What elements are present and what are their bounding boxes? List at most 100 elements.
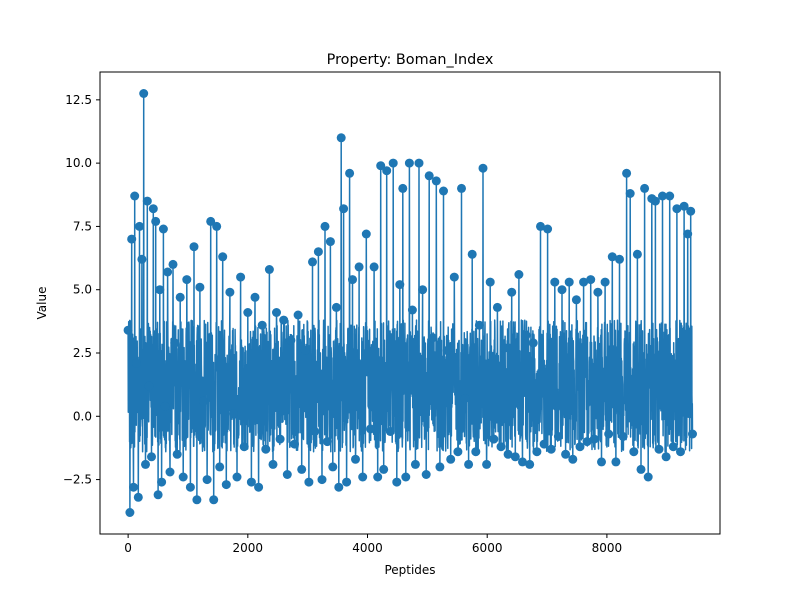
data-point xyxy=(129,482,138,492)
data-point xyxy=(424,171,434,181)
data-point xyxy=(528,338,538,348)
data-point xyxy=(439,186,448,196)
data-point xyxy=(331,302,341,312)
data-point xyxy=(539,439,549,449)
data-point xyxy=(264,265,274,274)
data-point xyxy=(317,475,327,485)
data-point xyxy=(643,472,653,482)
data-point xyxy=(376,161,386,171)
data-point xyxy=(325,237,335,247)
x-tick-label: 6000 xyxy=(472,541,503,555)
data-point xyxy=(178,472,188,482)
data-point xyxy=(168,259,178,269)
data-point xyxy=(189,242,199,252)
data-point xyxy=(137,254,147,264)
data-point xyxy=(407,305,417,315)
data-point xyxy=(254,482,264,492)
data-point xyxy=(351,454,360,464)
data-point xyxy=(147,452,156,462)
y-tick-label: 5.0 xyxy=(73,283,92,297)
data-point xyxy=(358,472,368,482)
data-point xyxy=(435,462,445,472)
data-point xyxy=(418,285,428,295)
data-point xyxy=(474,320,484,330)
data-point xyxy=(489,434,499,444)
data-point xyxy=(622,168,632,178)
data-point xyxy=(261,444,271,454)
data-point xyxy=(163,267,173,277)
data-point xyxy=(518,457,527,467)
data-point xyxy=(215,462,225,472)
data-point xyxy=(532,447,542,457)
data-point xyxy=(457,183,466,193)
data-point xyxy=(232,472,242,482)
data-point xyxy=(125,508,135,517)
data-point xyxy=(589,434,599,444)
data-point xyxy=(290,439,299,449)
data-point xyxy=(199,396,208,406)
data-point xyxy=(661,452,671,462)
data-point xyxy=(503,449,513,459)
data-point xyxy=(348,275,357,285)
data-point xyxy=(243,308,253,317)
data-point xyxy=(625,189,635,198)
data-point xyxy=(392,477,402,487)
data-point xyxy=(460,394,470,404)
data-point xyxy=(366,424,375,434)
x-tick-label: 8000 xyxy=(592,541,623,555)
data-point xyxy=(322,437,332,447)
data-point xyxy=(160,401,170,411)
data-point xyxy=(342,477,352,487)
data-point xyxy=(395,280,405,290)
data-point xyxy=(158,224,168,234)
y-tick-label: 0.0 xyxy=(73,409,92,423)
plot-layer xyxy=(123,89,697,517)
y-axis-ticks: −2.5 0.0 2.5 5.0 7.5 10.0 12.5 xyxy=(63,93,100,487)
data-point xyxy=(229,409,238,419)
data-point xyxy=(568,454,578,464)
data-point xyxy=(485,277,495,287)
data-point xyxy=(304,477,314,487)
data-point xyxy=(236,272,246,282)
data-point xyxy=(575,442,585,452)
data-point xyxy=(151,216,161,226)
data-point xyxy=(130,191,140,201)
y-axis-label: Value xyxy=(35,287,49,320)
x-tick-label: 0 xyxy=(124,541,132,555)
data-point xyxy=(139,89,149,98)
data-point xyxy=(334,482,344,492)
data-point xyxy=(582,437,592,447)
data-point xyxy=(401,472,411,482)
data-point xyxy=(604,429,614,439)
data-point xyxy=(464,459,474,469)
data-point xyxy=(640,183,650,193)
data-point xyxy=(586,275,596,285)
data-point xyxy=(195,282,205,292)
data-point xyxy=(431,176,441,186)
data-point xyxy=(379,464,389,474)
data-point xyxy=(672,204,682,214)
data-point xyxy=(339,204,349,214)
data-point xyxy=(611,457,621,467)
data-point xyxy=(148,204,158,214)
data-point xyxy=(688,429,697,439)
data-point xyxy=(428,333,438,343)
data-point xyxy=(157,477,167,487)
data-point xyxy=(382,166,392,176)
data-point xyxy=(175,292,185,302)
data-point xyxy=(546,444,556,454)
data-point xyxy=(564,277,574,287)
data-point xyxy=(654,444,664,454)
series-markers xyxy=(123,89,697,517)
data-point xyxy=(209,495,219,505)
data-point xyxy=(153,490,163,500)
y-tick-label: 12.5 xyxy=(65,93,92,107)
data-point xyxy=(293,310,303,320)
data-point xyxy=(536,221,545,231)
data-point xyxy=(521,330,531,340)
data-point xyxy=(170,338,180,348)
data-point xyxy=(471,447,481,457)
data-point xyxy=(482,459,492,469)
data-point xyxy=(239,442,249,452)
data-point xyxy=(132,358,141,368)
